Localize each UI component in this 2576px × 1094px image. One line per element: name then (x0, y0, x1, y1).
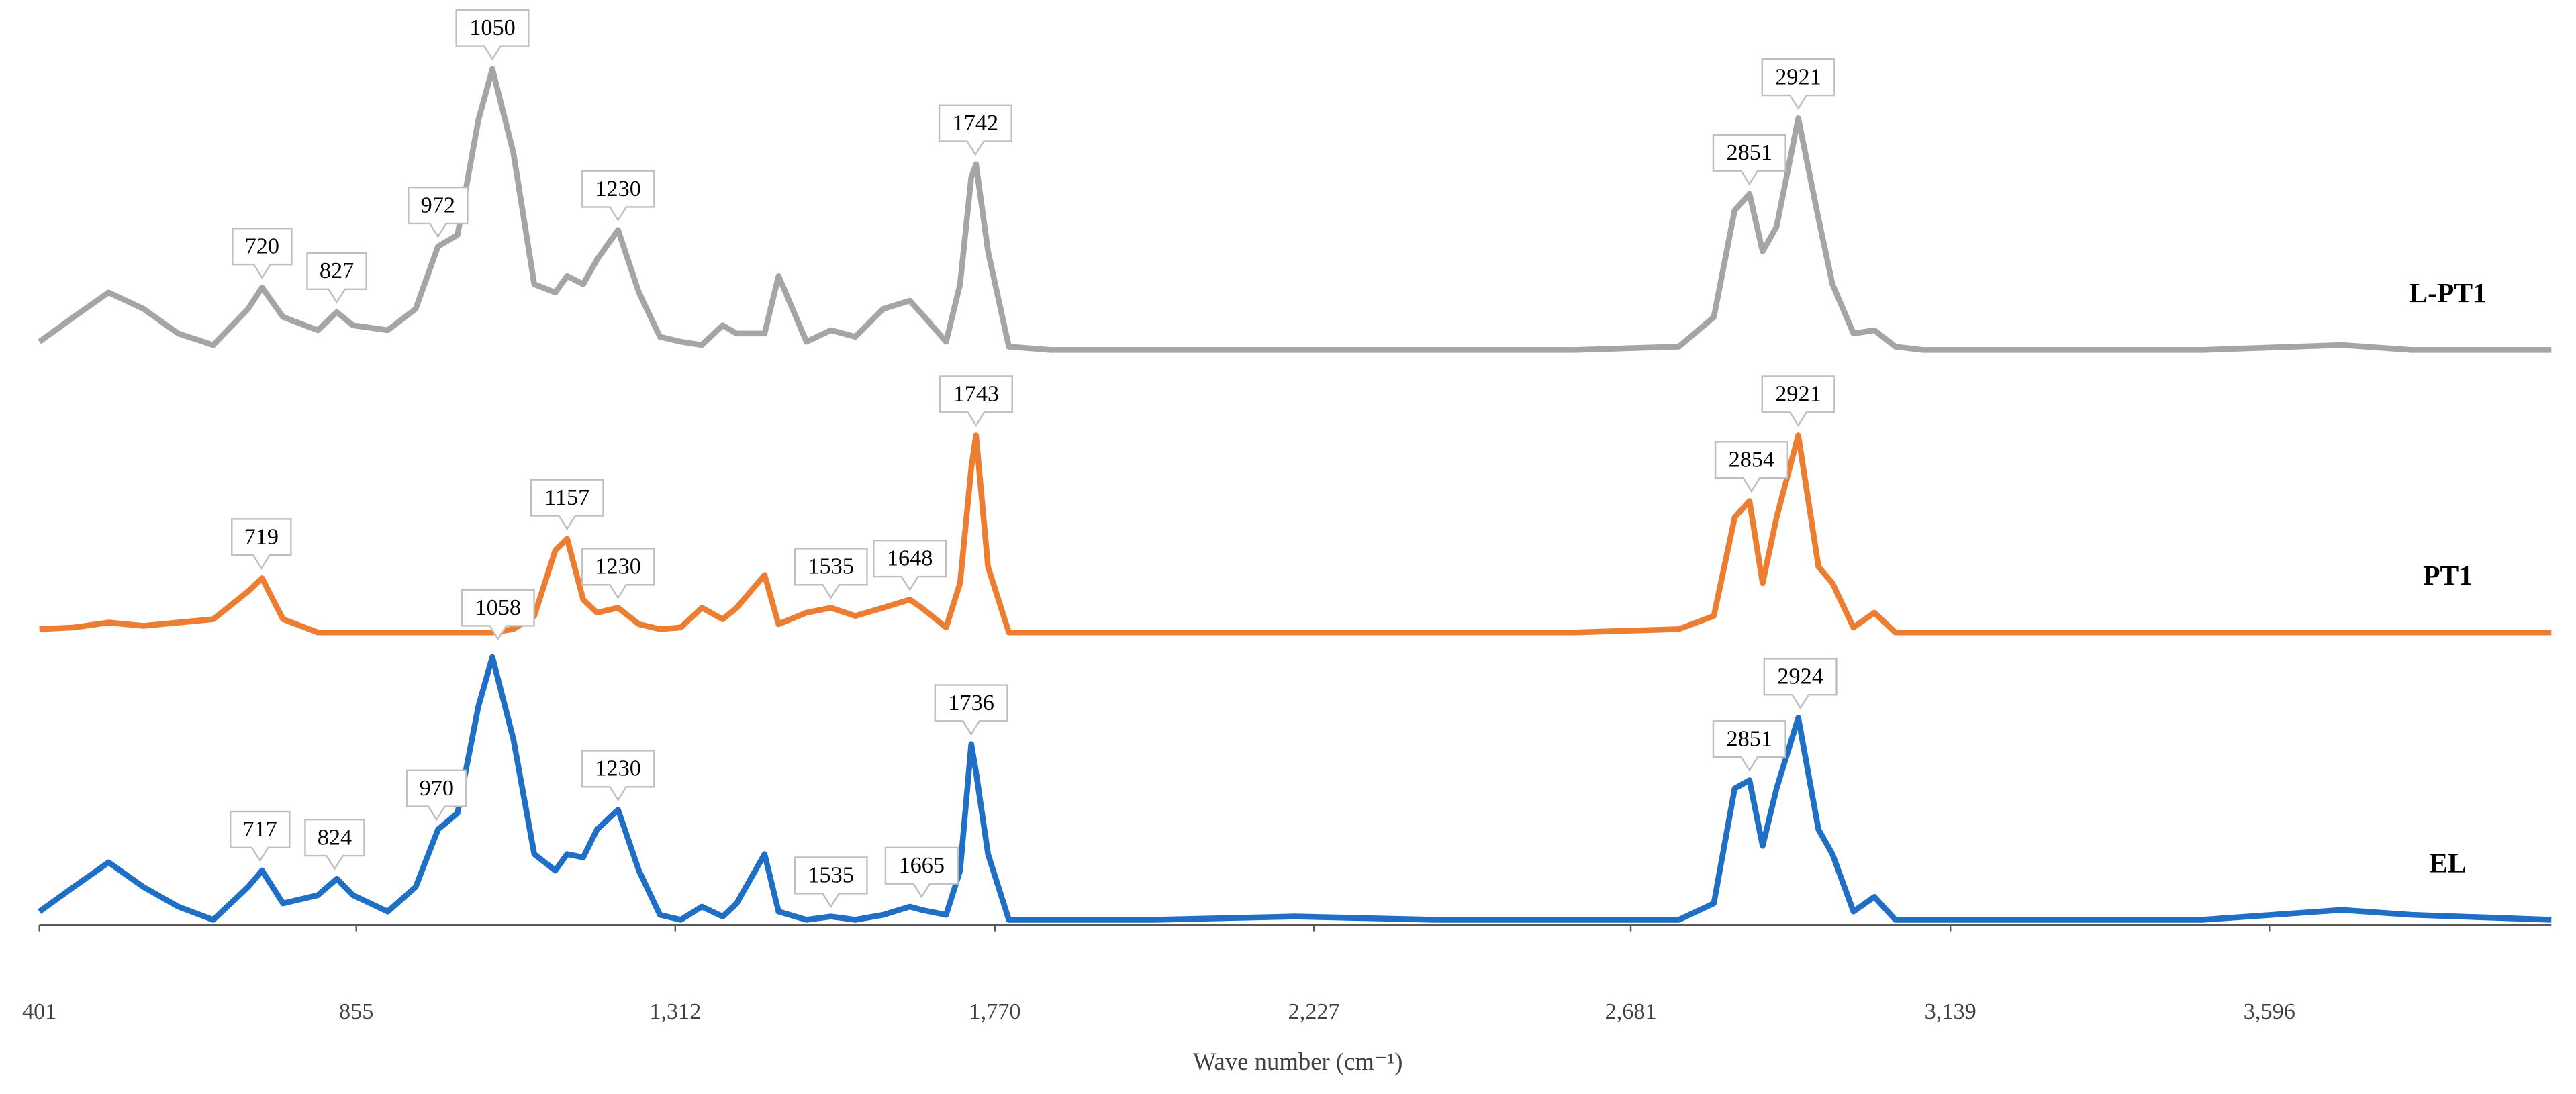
callout-box (939, 375, 1013, 428)
peak-label: 1535 (808, 862, 854, 888)
callout-box (794, 856, 868, 909)
peak-label: 1665 (899, 852, 945, 878)
callout-box (461, 589, 535, 641)
callout-box (884, 846, 959, 899)
x-tick-label: 1,770 (969, 999, 1020, 1024)
callout-box (1761, 58, 1835, 110)
peak-callout: 2924 (1763, 658, 1838, 710)
callout-box (304, 818, 365, 871)
callout-box (232, 228, 293, 279)
x-tick-label: 401 (22, 999, 56, 1024)
peak-label: 2921 (1775, 381, 1821, 407)
peak-callout: 720 (232, 228, 293, 279)
peak-label: 972 (421, 192, 455, 217)
peak-label: 720 (245, 233, 279, 258)
peak-callout: 1050 (455, 9, 530, 61)
peak-callout: 717 (229, 810, 291, 862)
callout-box (406, 769, 467, 822)
callout-box (408, 186, 469, 238)
peak-label: 1157 (544, 485, 589, 510)
peak-callout: 1535 (794, 548, 868, 600)
peak-label: 1743 (953, 381, 1000, 407)
peak-callout: 827 (306, 252, 367, 304)
callout-box (581, 750, 655, 802)
callout-box (306, 252, 367, 304)
peak-label: 824 (318, 824, 352, 850)
peak-callout: 824 (304, 818, 365, 871)
x-tick-label: 3,596 (2244, 999, 2295, 1024)
peak-callout: 1742 (938, 104, 1012, 156)
peak-label: 2851 (1727, 140, 1772, 165)
peak-callout: 1230 (581, 548, 655, 600)
peak-label: 719 (244, 524, 279, 550)
peak-callout: 1230 (581, 750, 655, 802)
peak-callout: 2854 (1714, 441, 1788, 493)
peak-label: 1230 (595, 176, 641, 201)
x-tick-label: 3,139 (1925, 999, 1976, 1024)
peak-callout: 719 (231, 518, 292, 570)
peak-callout: 970 (406, 769, 467, 822)
peak-label: 1058 (475, 595, 522, 620)
spectrum-line (38, 654, 2552, 923)
peak-callout: 2921 (1761, 58, 1835, 110)
x-tick-label: 2,227 (1288, 999, 1340, 1024)
peak-label: 1230 (595, 554, 641, 579)
callout-box (581, 170, 655, 222)
x-tick-label: 2,681 (1605, 999, 1657, 1024)
peak-callout: 1058 (461, 589, 535, 641)
peak-label: 2924 (1777, 664, 1823, 689)
peak-callout: 972 (408, 186, 469, 238)
peak-label: 717 (243, 816, 277, 842)
peak-label: 1648 (887, 545, 933, 570)
callout-box (934, 684, 1008, 736)
peak-callout: 1743 (939, 375, 1013, 428)
peak-label: 2851 (1727, 726, 1772, 752)
callout-box (229, 810, 291, 862)
series-label: EL (2429, 847, 2466, 878)
peak-callout: 2851 (1712, 720, 1786, 773)
peak-label: 1535 (808, 554, 854, 579)
peak-label: 1736 (948, 690, 994, 715)
spectrum-line (38, 66, 2552, 353)
callout-box (455, 9, 530, 61)
peak-label: 827 (320, 258, 354, 283)
callout-box (1714, 441, 1788, 493)
callout-box (1712, 134, 1786, 186)
spectrum-line (39, 432, 2552, 636)
callout-box (873, 539, 947, 591)
series-label: PT1 (2423, 560, 2473, 591)
callout-box (1763, 658, 1838, 710)
peak-callout: 1535 (794, 856, 868, 909)
x-tick-label: 1,312 (649, 999, 701, 1024)
peak-callout: 1648 (873, 539, 947, 591)
peak-callout: 2921 (1761, 375, 1835, 428)
callout-box (794, 548, 868, 600)
peak-label: 1742 (953, 110, 999, 136)
peak-callout: 1665 (884, 846, 959, 899)
callout-box (1761, 375, 1835, 428)
callout-box (581, 548, 655, 600)
callout-box (231, 518, 292, 570)
peak-callout: 1157 (530, 479, 604, 531)
peak-label: 970 (420, 775, 454, 801)
peak-callout: 2851 (1712, 134, 1786, 186)
peak-label: 2921 (1775, 64, 1821, 89)
series-label: L-PT1 (2409, 277, 2487, 308)
peak-callout: 1736 (934, 684, 1008, 736)
callout-box (530, 479, 604, 531)
peak-label: 1050 (469, 15, 516, 40)
callout-box (938, 104, 1012, 156)
callout-box (1712, 720, 1786, 773)
peak-label: 2854 (1729, 447, 1774, 473)
peak-label: 1230 (595, 756, 641, 781)
x-axis-title: Wave number (cm⁻¹) (1193, 1048, 1403, 1075)
peak-callout: 1230 (581, 170, 655, 222)
x-tick-label: 855 (339, 999, 373, 1024)
